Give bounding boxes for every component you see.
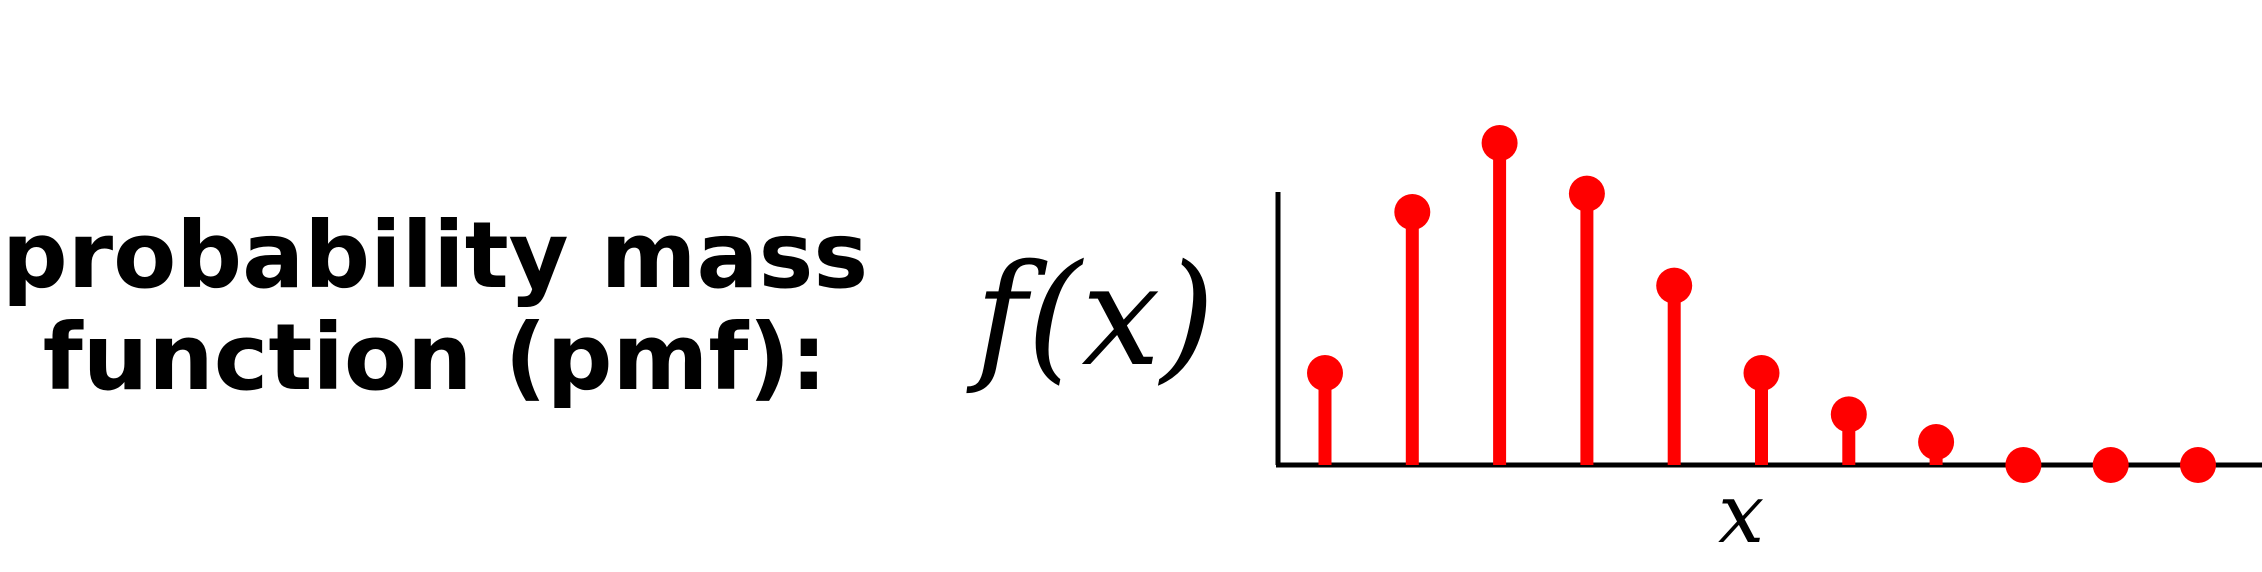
x-axis-label: x <box>1718 467 1765 562</box>
stem-marker-1 <box>1307 355 1343 391</box>
stem-marker-11 <box>2180 447 2216 483</box>
stem-marker-4 <box>1568 175 1605 212</box>
axes <box>1275 192 2262 468</box>
stem-marker-6 <box>1743 355 1780 391</box>
chart-title: probability mass function (pmf): <box>0 205 870 409</box>
stem-marker-5 <box>1656 267 1693 304</box>
markers <box>1307 125 2216 483</box>
stem-marker-7 <box>1830 396 1867 433</box>
stem-marker-9 <box>2005 447 2042 483</box>
title-line-1: probability mass <box>1 202 869 309</box>
title-line-2: function (pmf): <box>42 304 828 411</box>
stem-marker-8 <box>1918 424 1955 460</box>
stem-marker-10 <box>2092 447 2129 483</box>
y-axis-label: f(x) <box>975 235 1216 398</box>
stem-marker-2 <box>1394 194 1431 230</box>
stem-marker-3 <box>1481 125 1518 161</box>
